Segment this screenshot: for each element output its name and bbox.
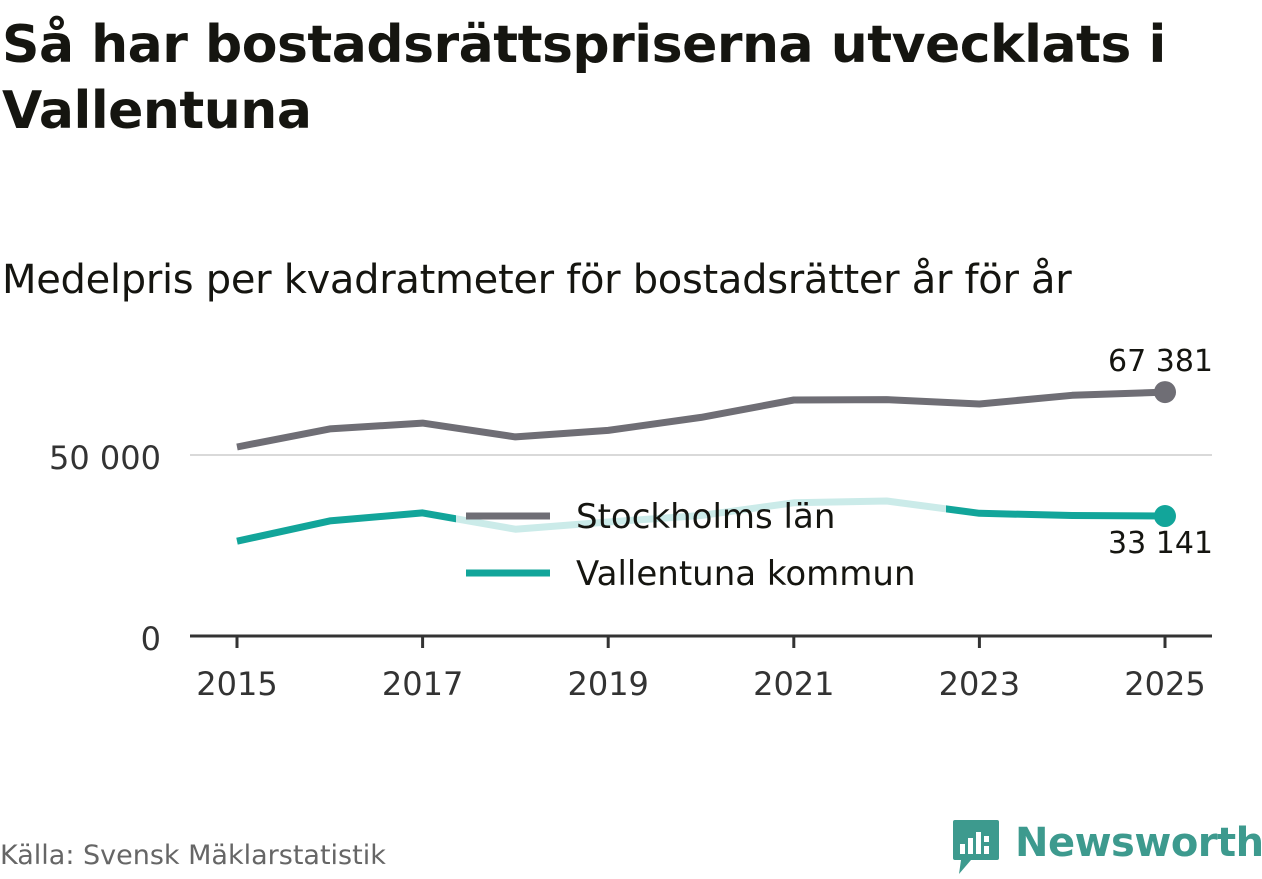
x-tick-label: 2015 [196, 665, 277, 703]
x-tick-label: 2019 [567, 665, 648, 703]
legend-label: Vallentuna kommun [576, 554, 916, 594]
brand-name: Newsworthy [1015, 820, 1262, 866]
data-point [234, 538, 240, 544]
legend-box [456, 488, 946, 598]
data-point [976, 510, 982, 516]
data-label: 67 381 [1108, 344, 1213, 379]
data-point [1069, 392, 1075, 398]
data-point [512, 434, 518, 440]
newsworthy-logo-icon [953, 820, 999, 874]
data-point [234, 444, 240, 450]
data-point [605, 427, 611, 433]
x-tick-label: 2021 [753, 665, 834, 703]
x-tick-label: 2023 [939, 665, 1020, 703]
y-tick-label: 50 000 [49, 439, 161, 477]
endpoint-dot [1154, 381, 1176, 404]
data-point [976, 401, 982, 407]
data-point [698, 414, 704, 420]
data-point [420, 420, 426, 426]
data-point [791, 397, 797, 403]
y-tick-label: 0 [141, 620, 161, 658]
x-tick-label: 2017 [382, 665, 463, 703]
data-point [327, 426, 333, 432]
series-line-0 [236, 388, 1166, 451]
source-note: Källa: Svensk Mäklarstatistik [0, 840, 386, 871]
data-point [884, 397, 890, 403]
data-label: 33 141 [1108, 526, 1213, 561]
chart-title: Så har bostadsrättspriserna utvecklats i… [2, 15, 1166, 141]
data-point [327, 518, 333, 524]
data-point [1069, 512, 1075, 518]
chart-subtitle: Medelpris per kvadratmeter för bostadsrä… [2, 257, 1072, 303]
brand-logo[interactable]: Newsworthy [951, 818, 1262, 878]
data-point [420, 510, 426, 516]
x-tick-label: 2025 [1124, 665, 1205, 703]
legend-label: Stockholms län [576, 497, 835, 537]
endpoint-dot [1154, 505, 1176, 528]
